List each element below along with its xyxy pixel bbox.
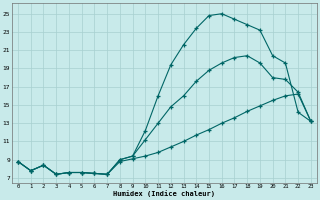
X-axis label: Humidex (Indice chaleur): Humidex (Indice chaleur) [114,190,215,197]
